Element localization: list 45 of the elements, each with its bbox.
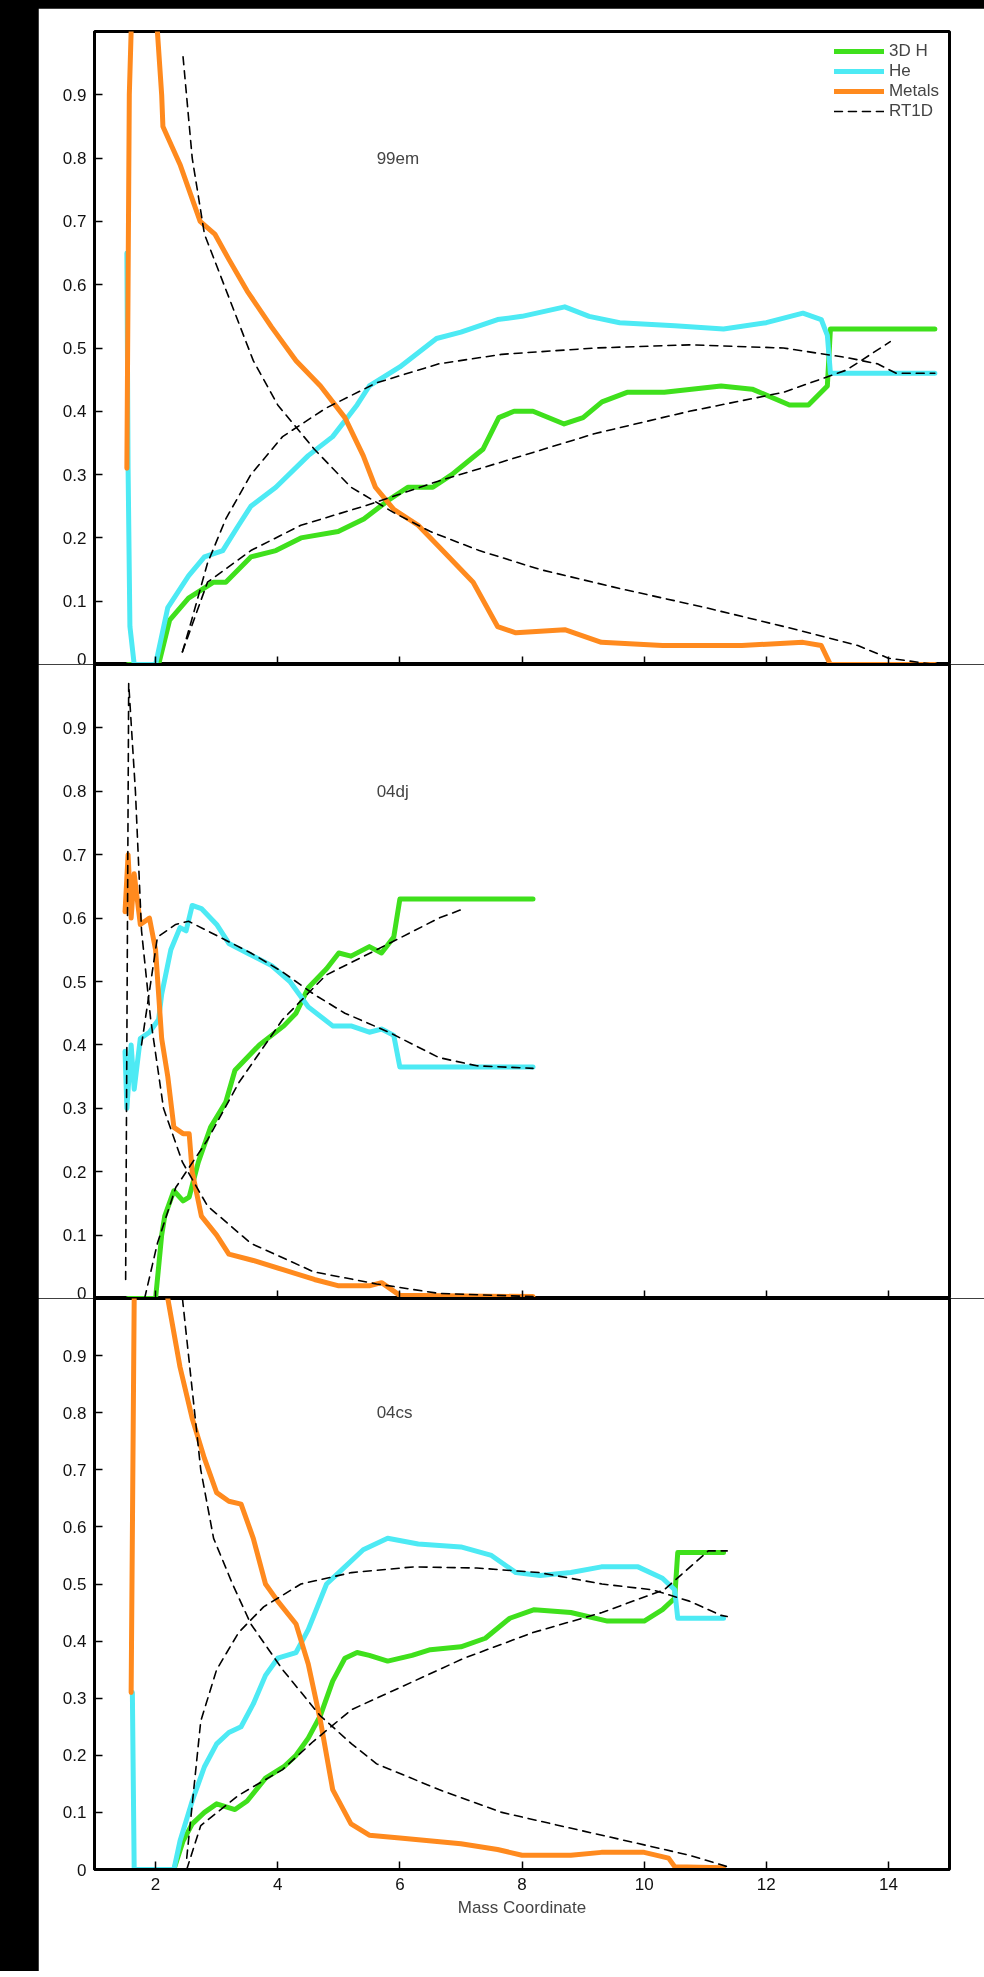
legend-label: He [888, 61, 911, 81]
x-tick-label: 12 [756, 1874, 776, 1894]
y-tick-label: 0.5 [62, 339, 87, 358]
annotation: 99em [376, 148, 420, 168]
y-tick-label: 0 [77, 649, 87, 669]
y-tick-label: 0.4 [62, 1035, 87, 1055]
y-tick-label: 0.4 [62, 402, 87, 422]
y-tick-label: 0.6 [62, 1517, 87, 1537]
y-tick-label: 0.5 [62, 972, 87, 992]
y-tick-label: 0.7 [62, 845, 87, 865]
y-tick-label: 0.1 [62, 1226, 87, 1246]
x-tick-label: 2 [150, 1874, 161, 1894]
x-tick-label: 4 [272, 1874, 283, 1894]
x-tick-label: 6 [395, 1874, 405, 1894]
y-tick-label: 0.8 [62, 1403, 87, 1423]
annotation: 04cs [376, 1403, 413, 1423]
x-tick-label: 14 [878, 1874, 898, 1894]
y-tick-label: 0.7 [62, 212, 87, 232]
legend-label: RT1D [888, 101, 934, 121]
x-axis-title: Mass Coordinate [457, 1897, 587, 1917]
y-tick-label: 0.2 [62, 528, 87, 548]
x-tick-label: 10 [634, 1874, 654, 1894]
y-tick-label: 0.7 [62, 1460, 87, 1480]
x-tick-label: 8 [517, 1874, 527, 1894]
y-tick-label: 0.2 [62, 1162, 87, 1182]
y-tick-label: 0.5 [62, 1575, 87, 1594]
y-tick-label: 0.8 [62, 782, 87, 802]
annotation: 04dj [376, 781, 409, 801]
y-tick-label: 0.8 [62, 149, 87, 169]
y-tick-label: 0.6 [62, 275, 87, 295]
y-tick-label: 0.3 [62, 1689, 87, 1709]
y-tick-label: 0.6 [62, 909, 87, 929]
y-tick-label: 0 [77, 1860, 87, 1880]
legend-label: Metals [888, 81, 939, 101]
legend-label: 3D H [888, 41, 928, 61]
y-tick-label: 0.9 [62, 85, 87, 105]
y-tick-label: 0.9 [62, 718, 87, 738]
y-tick-label: 0.3 [62, 1099, 87, 1119]
y-tick-label: 0.1 [62, 592, 87, 612]
y-tick-label: 0.4 [62, 1632, 87, 1652]
y-tick-label: 0.1 [62, 1803, 87, 1823]
y-tick-label: 0 [77, 1283, 87, 1303]
y-tick-label: 0.3 [62, 465, 87, 485]
y-tick-label: 0.9 [62, 1346, 87, 1366]
y-tick-label: 0.2 [62, 1746, 87, 1766]
